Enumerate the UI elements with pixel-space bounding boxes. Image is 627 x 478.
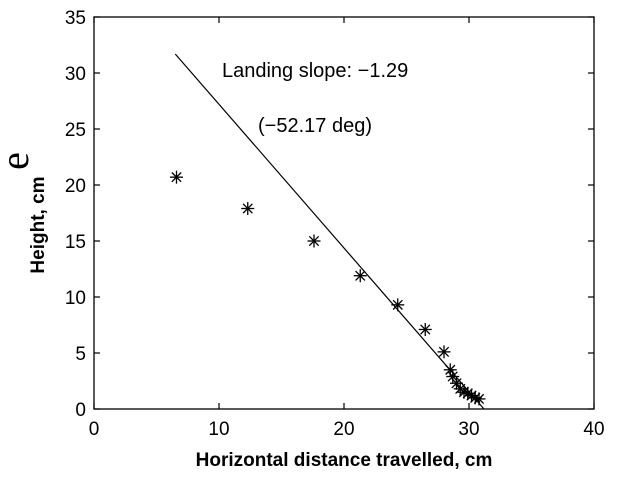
x-tick-label: 30	[458, 419, 479, 440]
y-tick-label: 0	[75, 400, 86, 421]
marker-stroke	[451, 378, 462, 389]
data-point	[446, 370, 460, 384]
marker-stroke	[242, 203, 253, 214]
x-tick-label: 20	[333, 419, 354, 440]
x-tick-label: 0	[89, 419, 100, 440]
x-tick-label: 10	[208, 419, 229, 440]
annotation-angle: (−52.17 deg)	[258, 115, 372, 137]
data-point	[472, 392, 486, 406]
marker-stroke	[438, 346, 450, 358]
panel-letter: e	[0, 152, 37, 170]
x-tick-label: 40	[583, 419, 604, 440]
y-axis-label: Height, cm	[28, 176, 49, 273]
y-tick-label: 30	[65, 64, 86, 85]
data-point	[418, 322, 432, 336]
marker-stroke	[447, 371, 458, 382]
x-axis-label: Horizontal distance travelled, cm	[196, 450, 493, 471]
annotation-landing-slope: Landing slope: −1.29	[222, 60, 408, 82]
data-point	[353, 269, 367, 283]
data-point	[437, 345, 451, 359]
y-tick-label: 35	[65, 8, 86, 29]
marker-stroke	[473, 393, 485, 405]
data-point	[307, 234, 321, 248]
marker-stroke	[355, 270, 366, 281]
y-tick-label: 5	[75, 344, 86, 365]
marker-stroke	[308, 235, 320, 247]
tick-labels: 0 10 20 30 40 0 5 10 15 20 25 30 35	[65, 8, 605, 440]
y-tick-label: 10	[65, 288, 86, 309]
y-tick-label: 25	[65, 120, 86, 141]
data-point	[241, 202, 255, 216]
axis-ticks	[93, 16, 595, 410]
marker-stroke	[392, 299, 403, 310]
data-point	[391, 298, 405, 312]
marker-stroke	[171, 172, 182, 183]
data-points	[170, 170, 486, 406]
y-tick-label: 20	[65, 176, 86, 197]
data-point	[170, 170, 183, 184]
marker-stroke	[445, 364, 456, 375]
fit-line	[174, 53, 485, 410]
marker-stroke	[420, 324, 431, 335]
y-tick-label: 15	[65, 232, 86, 253]
